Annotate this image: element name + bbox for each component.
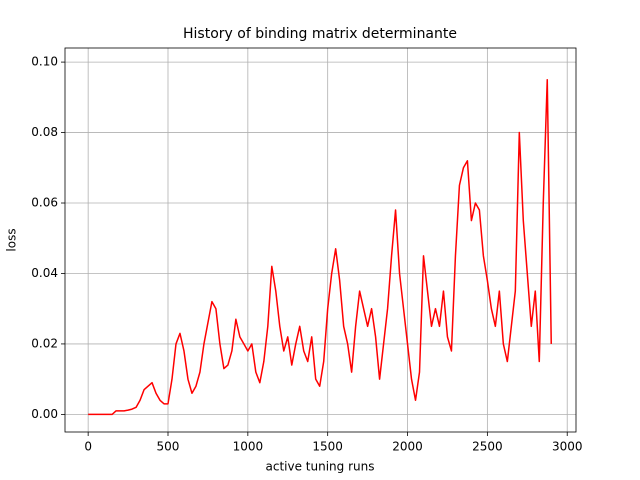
x-tick-label: 500 (157, 440, 180, 454)
data-line (88, 78, 552, 416)
x-tick-label: 3000 (552, 440, 583, 454)
x-tick-label: 0 (84, 440, 92, 454)
x-tick-label: 2000 (392, 440, 423, 454)
y-axis-label: loss (5, 228, 19, 251)
y-tick-label: 0.02 (31, 336, 58, 350)
x-tick-label: 1000 (233, 440, 264, 454)
x-axis-label: active tuning runs (266, 460, 375, 474)
y-tick-label: 0.10 (31, 55, 58, 69)
x-tick-label: 1500 (312, 440, 343, 454)
y-tick-label: 0.04 (31, 266, 58, 280)
y-tick-label: 0.00 (31, 407, 58, 421)
y-tick-label: 0.08 (31, 125, 58, 139)
y-tick-label: 0.06 (31, 196, 58, 210)
x-tick-label: 2500 (472, 440, 503, 454)
chart-title: History of binding matrix determinante (183, 26, 457, 42)
plot-frame (64, 47, 577, 433)
